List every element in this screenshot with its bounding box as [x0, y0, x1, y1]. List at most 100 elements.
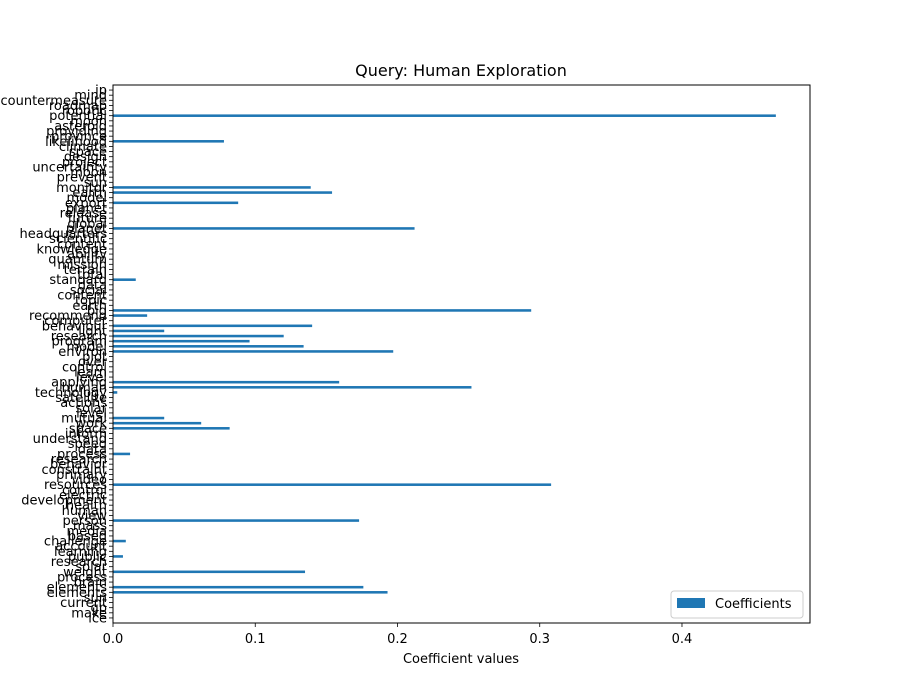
y-tick-label: actions — [60, 396, 107, 411]
y-tick-label: current — [60, 596, 107, 611]
y-tick-label: solar — [75, 401, 107, 416]
y-tick-label: design — [64, 150, 107, 165]
bar-model — [113, 345, 304, 348]
y-tick-label: program — [52, 335, 108, 350]
x-tick-label: 0.1 — [245, 632, 266, 647]
y-tick-label: computer — [44, 314, 107, 329]
y-tick-label: learning — [54, 545, 107, 560]
y-tick-label: human — [62, 381, 107, 396]
y-tick-label: work — [76, 417, 108, 432]
y-tick-label: recommend — [29, 309, 107, 324]
y-tick-label: inform — [65, 427, 107, 442]
y-tick-label: challenge — [44, 535, 107, 550]
y-tick-label: plot — [82, 350, 107, 365]
y-tick-label: mission — [57, 258, 107, 273]
y-tick-label: model — [67, 340, 107, 355]
legend-swatch — [677, 598, 705, 608]
y-tick-label: account — [55, 540, 107, 555]
y-tick-label: data — [78, 278, 107, 293]
bar-research3 — [113, 334, 284, 338]
bar-big — [113, 309, 532, 312]
bar-light — [113, 329, 165, 333]
bar-technology — [113, 391, 118, 394]
y-tick-label: province — [51, 130, 107, 145]
y-tick-label: prevent — [57, 171, 107, 186]
y-tick-label: person — [62, 514, 107, 529]
y-tick-label: earth — [72, 299, 107, 314]
x-axis-label: Coefficient values — [403, 652, 519, 667]
y-tick-label: sun — [84, 591, 107, 606]
y-tick-label: based — [68, 529, 107, 544]
bar-human2 — [113, 386, 472, 389]
y-tick-label: quantum — [48, 253, 107, 268]
y-tick-label: solar — [75, 560, 107, 575]
x-ticks-group: 0.0 0.1 0.2 0.3 0.4 — [103, 623, 692, 647]
y-tick-label: environ — [58, 345, 107, 360]
y-tick-label: climate — [59, 140, 107, 155]
y-tick-label: elements — [47, 581, 108, 596]
y-tick-label: elements — [47, 586, 108, 601]
bar-program — [113, 339, 250, 343]
y-tick-label: gp — [90, 601, 107, 616]
bar-challenge — [113, 539, 126, 543]
y-tick-label: behavior — [50, 458, 108, 473]
bar-export — [113, 201, 239, 205]
y-tick-label: applying — [51, 376, 107, 391]
y-tick-label: learn — [74, 365, 107, 380]
y-tick-label: monitor — [56, 181, 108, 196]
y-tick-label: behaviour — [42, 319, 108, 334]
bar-behaviour — [113, 324, 313, 328]
y-tick-label: light — [78, 324, 107, 339]
bar-resources — [113, 483, 552, 486]
legend-box — [670, 590, 804, 619]
y-tick-label: countermeasure — [1, 94, 108, 109]
y-tick-label: satellite — [55, 391, 107, 406]
bar-applying — [113, 380, 340, 384]
bar-weight — [113, 570, 306, 574]
y-tick-label: terrain — [64, 263, 107, 278]
y-tick-label: earth — [72, 186, 107, 201]
y-tick-label: video — [71, 473, 107, 488]
y-tick-label: sun — [84, 176, 107, 191]
plot-frame — [112, 84, 811, 624]
y-tick-label: process — [57, 447, 107, 462]
y-tick-label: roadmap — [49, 99, 107, 114]
y-tick-label: view — [77, 509, 107, 524]
y-tick-label: export — [65, 196, 107, 211]
bar-earth2 — [113, 191, 333, 194]
bars-group — [113, 114, 776, 594]
x-tick-label: 0.2 — [387, 632, 408, 647]
y-tick-label: research — [51, 330, 107, 345]
y-tick-label: ability — [67, 248, 107, 263]
y-tick-label: scientific — [49, 232, 107, 247]
bar-elements — [113, 591, 388, 594]
y-tick-label: speed — [68, 437, 107, 452]
y-tick-label: future — [68, 212, 107, 227]
y-tick-label: moon — [70, 114, 107, 129]
y-tick-label: model — [67, 191, 107, 206]
y-tick-label: over — [78, 355, 108, 370]
y-tick-label: technology — [35, 386, 107, 401]
bar-process2 — [113, 452, 131, 456]
bar-standard — [113, 278, 136, 281]
y-tick-label: content — [57, 289, 107, 304]
y-tick-label: primary — [56, 468, 107, 483]
y-tick-label: social — [70, 283, 107, 298]
y-tick-label: constraint — [42, 463, 107, 478]
y-tick-label: moon — [70, 166, 107, 181]
y-tick-label: headquarters — [20, 227, 108, 242]
chart-title: Query: Human Exploration — [355, 61, 567, 80]
y-tick-label: asteroid — [54, 119, 107, 134]
y-tick-label: space — [69, 145, 107, 160]
y-tick-label: human — [62, 504, 107, 519]
y-tick-label: electric — [59, 488, 107, 503]
y-tick-label: resources — [44, 478, 107, 493]
y-tick-label: health — [66, 499, 107, 514]
bar-environ — [113, 350, 394, 353]
y-tick-label: total — [77, 268, 107, 283]
y-tick-label: likelihood — [45, 135, 107, 150]
bar-likelihood — [113, 140, 224, 143]
bar-public — [113, 555, 123, 558]
y-tick-label: research — [51, 555, 107, 570]
